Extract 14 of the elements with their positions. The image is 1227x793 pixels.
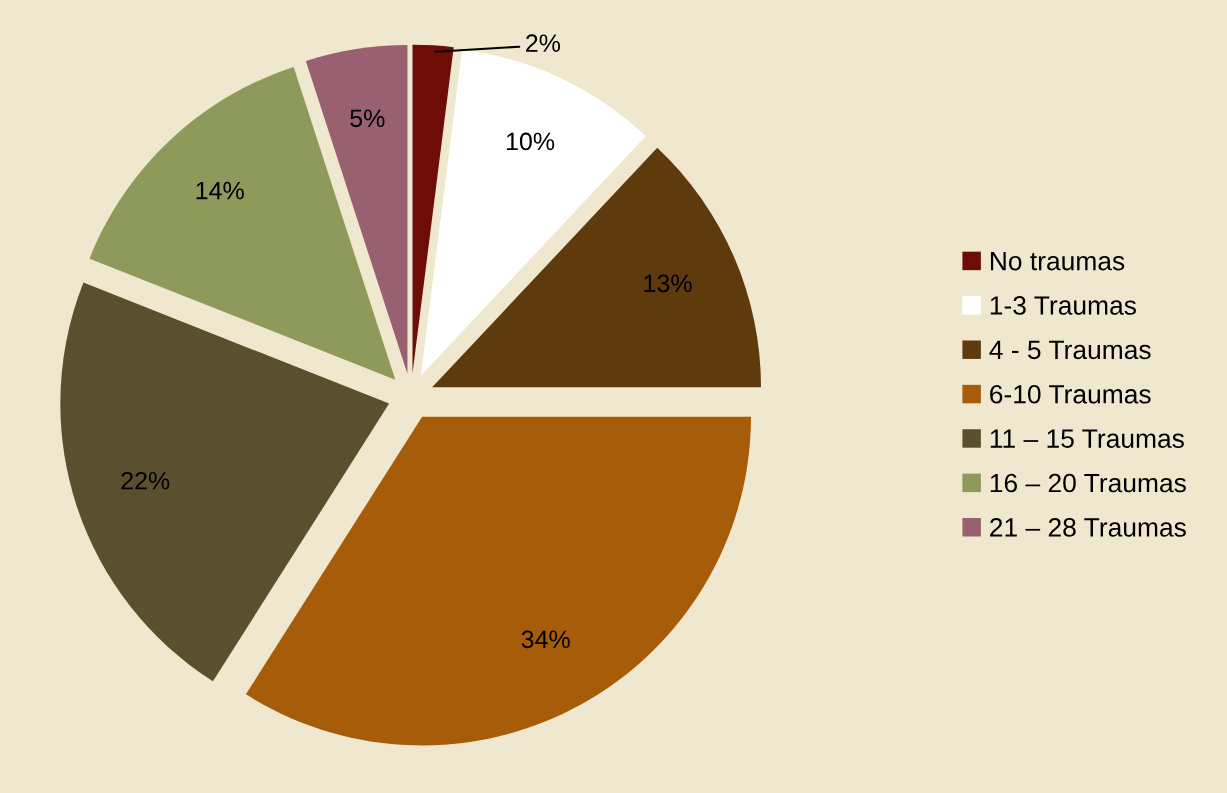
legend-label: 21 – 28 Traumas: [990, 518, 1186, 537]
data-label: 13%: [644, 274, 692, 293]
data-label: 10%: [506, 132, 555, 151]
legend-label: 4 - 5 Traumas: [989, 340, 1151, 360]
legend-label: 6-10 Traumas: [990, 384, 1151, 404]
legend-label: 1-3 Traumas: [990, 296, 1136, 315]
data-label: 22%: [121, 471, 170, 490]
legend-label: 11 – 15 Traumas: [990, 429, 1184, 448]
legend-label: No traumas: [990, 252, 1125, 271]
legend-label: 16 – 20 Traumas: [990, 473, 1186, 493]
data-label: 5%: [350, 109, 385, 128]
data-label: 34%: [521, 630, 570, 649]
data-label: 14%: [196, 181, 244, 200]
data-label: 2%: [526, 34, 561, 52]
